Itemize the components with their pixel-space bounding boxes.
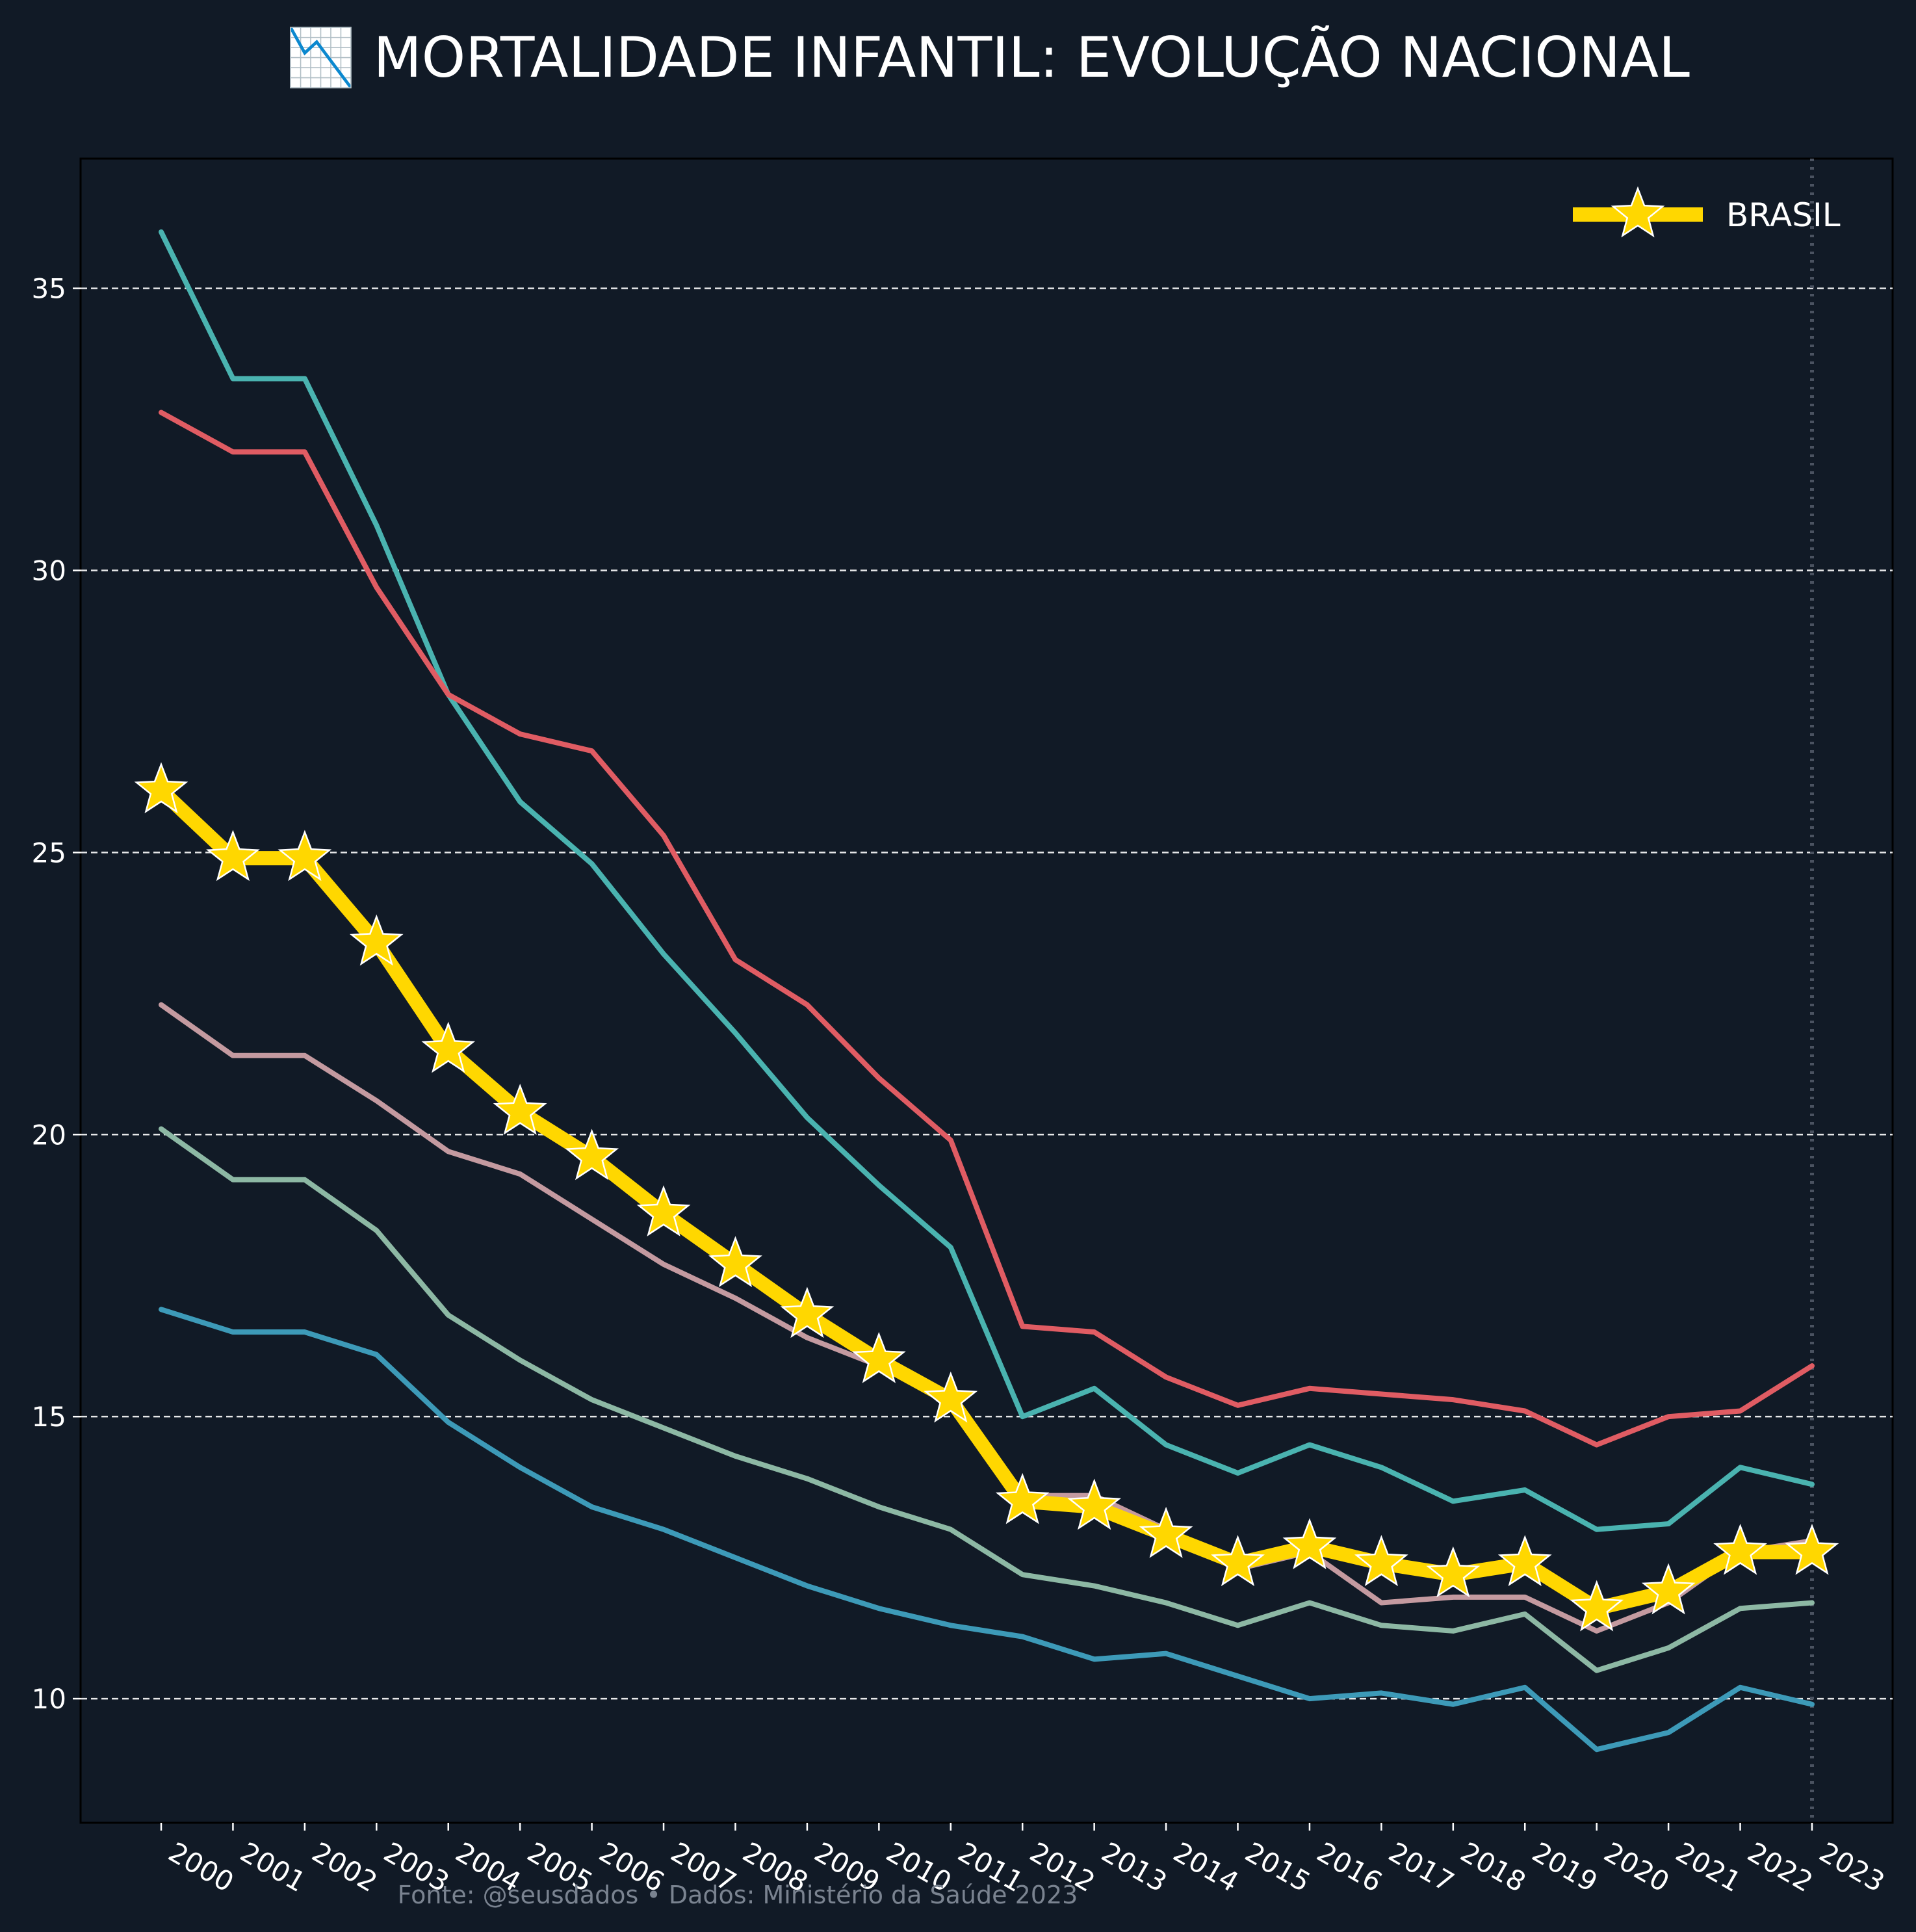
x-tick-label: 2002 — [307, 1836, 383, 1898]
y-tick-label: 30 — [32, 555, 66, 586]
legend-star-icon — [1611, 186, 1665, 238]
data-point-star — [1282, 1518, 1337, 1569]
data-point-star — [924, 1371, 978, 1423]
x-tick-label: 2019 — [1527, 1836, 1603, 1898]
data-point-star — [349, 914, 404, 966]
x-tick-label: 2018 — [1455, 1836, 1531, 1898]
data-point-star — [851, 1331, 906, 1383]
data-point-star — [206, 829, 260, 881]
series-line-brasil — [154, 783, 1819, 1616]
data-point-star — [1354, 1535, 1408, 1587]
y-tick-label: 35 — [32, 273, 66, 305]
data-point-star — [995, 1472, 1050, 1524]
y-tick-label: 15 — [32, 1401, 66, 1433]
legend: BRASIL — [1573, 186, 1841, 238]
data-point-star — [1785, 1523, 1839, 1575]
brasil-markers — [134, 762, 1839, 1632]
x-tick-label: 2000 — [163, 1836, 239, 1898]
y-tick-label: 10 — [32, 1683, 66, 1715]
data-point-star — [1211, 1535, 1265, 1587]
grid-lines — [81, 287, 1893, 1700]
series-line-1 — [159, 229, 1815, 1532]
data-point-star — [1139, 1506, 1193, 1558]
data-point-star — [565, 1129, 619, 1181]
y-tick-label: 25 — [32, 837, 66, 868]
series-line-3 — [159, 1002, 1815, 1634]
data-point-star — [1641, 1563, 1696, 1615]
x-tick-label: 2015 — [1240, 1836, 1316, 1898]
data-point-star — [636, 1185, 691, 1236]
chart-title: 📉 MORTALIDADE INFANTIL: EVOLUÇÃO NACIONA… — [286, 25, 1690, 90]
data-point-star — [1713, 1523, 1767, 1575]
data-point-star — [278, 829, 332, 881]
x-tick-label: 2023 — [1814, 1836, 1890, 1898]
data-point-star — [1570, 1580, 1624, 1632]
series-line-5 — [159, 1307, 1815, 1753]
series-line-4 — [159, 1126, 1815, 1673]
series-lines — [154, 229, 1819, 1753]
y-tick-label: 20 — [32, 1119, 66, 1151]
x-tick-label: 2013 — [1096, 1836, 1172, 1898]
data-point-star — [134, 762, 188, 814]
data-point-star — [1497, 1535, 1552, 1587]
data-point-star — [493, 1084, 547, 1135]
legend-label: BRASIL — [1726, 196, 1841, 234]
x-tick-label: 2016 — [1312, 1836, 1388, 1898]
x-tick-label: 2017 — [1383, 1836, 1459, 1898]
data-point-star — [1426, 1546, 1481, 1598]
data-point-star — [421, 1021, 476, 1073]
x-tick-label: 2020 — [1599, 1836, 1675, 1898]
data-point-star — [1067, 1478, 1122, 1530]
y-axis-ticks: 10 15 20 25 30 35 — [32, 273, 81, 1715]
source-footer: Fonte: @seusdados • Dados: Ministério da… — [398, 1881, 1078, 1909]
data-point-star — [780, 1286, 835, 1338]
series-line-2 — [159, 410, 1815, 1448]
x-tick-label: 2001 — [235, 1836, 311, 1898]
data-point-star — [708, 1236, 762, 1288]
x-tick-label: 2022 — [1742, 1836, 1819, 1898]
x-tick-label: 2014 — [1168, 1836, 1244, 1898]
x-tick-label: 2021 — [1670, 1836, 1746, 1898]
plot-area — [79, 157, 1894, 1824]
